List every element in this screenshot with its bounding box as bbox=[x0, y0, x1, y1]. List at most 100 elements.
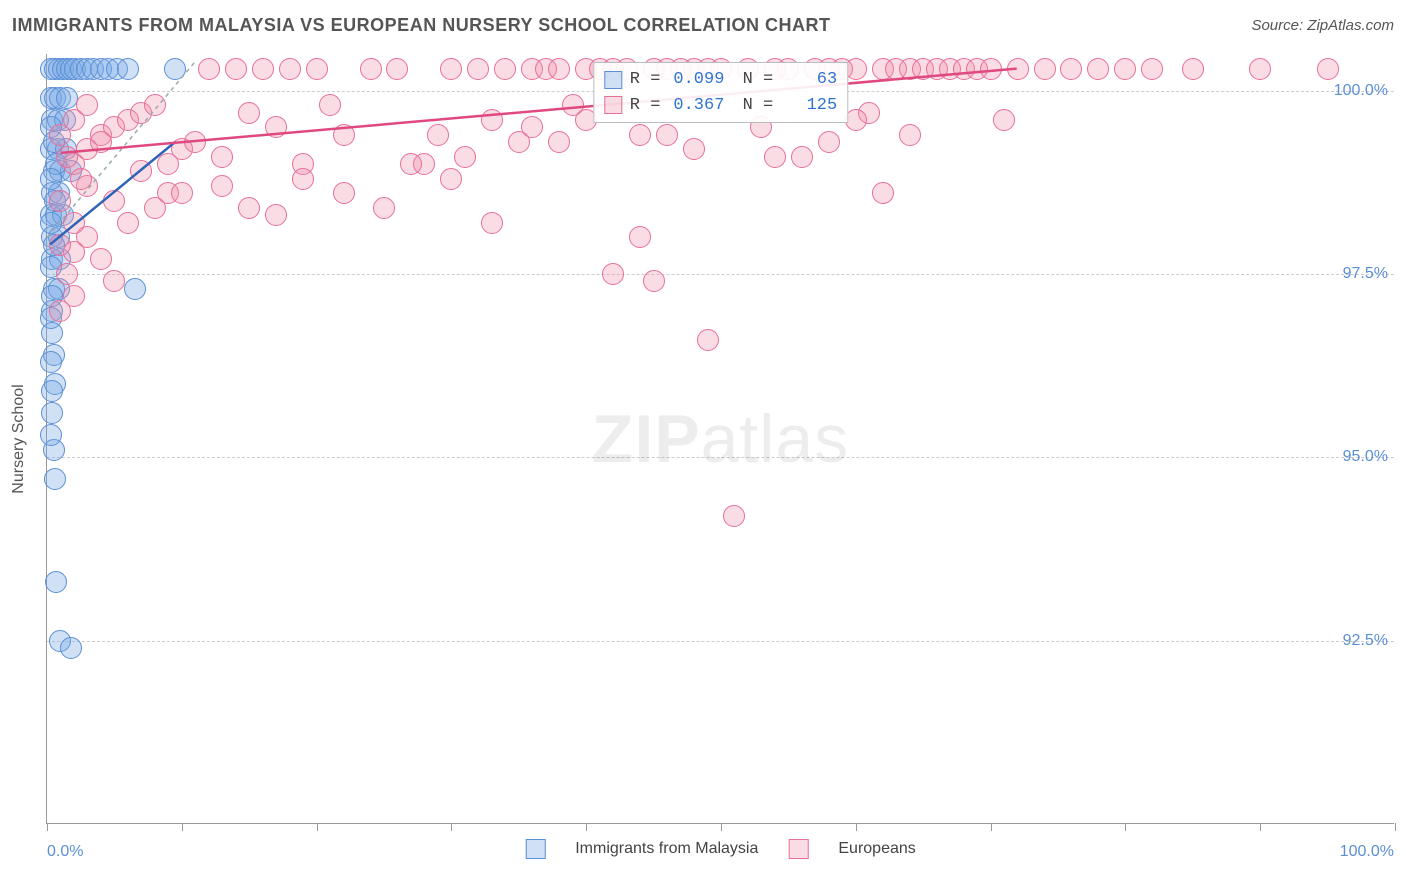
data-point bbox=[225, 58, 247, 80]
data-point bbox=[629, 124, 651, 146]
swatch-series-1 bbox=[604, 71, 622, 89]
data-point bbox=[238, 197, 260, 219]
legend-label-2: Europeans bbox=[838, 840, 915, 858]
gridline-h bbox=[47, 641, 1394, 642]
n-label-2: N = bbox=[732, 93, 773, 119]
data-point bbox=[164, 58, 186, 80]
data-point bbox=[45, 571, 67, 593]
watermark-zip: ZIP bbox=[592, 401, 701, 477]
data-point bbox=[481, 212, 503, 234]
data-point bbox=[117, 212, 139, 234]
x-axis-max-label: 100.0% bbox=[1340, 843, 1394, 861]
data-point bbox=[238, 102, 260, 124]
data-point bbox=[333, 124, 355, 146]
data-point bbox=[90, 131, 112, 153]
data-point bbox=[602, 263, 624, 285]
data-point bbox=[440, 168, 462, 190]
data-point bbox=[49, 300, 71, 322]
data-point bbox=[40, 351, 62, 373]
data-point bbox=[980, 58, 1002, 80]
x-tick bbox=[991, 823, 992, 831]
data-point bbox=[872, 182, 894, 204]
legend-swatch-2 bbox=[788, 839, 808, 859]
data-point bbox=[171, 182, 193, 204]
data-point bbox=[1114, 58, 1136, 80]
watermark-rest: atlas bbox=[701, 401, 850, 477]
r-value-1: 0.099 bbox=[668, 67, 724, 93]
data-point bbox=[144, 94, 166, 116]
x-tick bbox=[1260, 823, 1261, 831]
data-point bbox=[103, 190, 125, 212]
data-point bbox=[44, 468, 66, 490]
y-tick-label: 92.5% bbox=[1343, 632, 1388, 650]
legend-label-1: Immigrants from Malaysia bbox=[575, 840, 758, 858]
y-axis-title: Nursery School bbox=[10, 384, 28, 493]
chart-header: IMMIGRANTS FROM MALAYSIA VS EUROPEAN NUR… bbox=[12, 10, 1394, 40]
data-point bbox=[306, 58, 328, 80]
data-point bbox=[252, 58, 274, 80]
data-point bbox=[386, 58, 408, 80]
data-point bbox=[56, 263, 78, 285]
n-value-2: 125 bbox=[781, 93, 837, 119]
data-point bbox=[400, 153, 422, 175]
data-point bbox=[265, 116, 287, 138]
data-point bbox=[494, 58, 516, 80]
data-point bbox=[548, 58, 570, 80]
data-point bbox=[1007, 58, 1029, 80]
data-point bbox=[211, 175, 233, 197]
data-point bbox=[764, 146, 786, 168]
bottom-legend: Immigrants from Malaysia Europeans bbox=[525, 839, 916, 859]
x-tick bbox=[1395, 823, 1396, 831]
data-point bbox=[49, 190, 71, 212]
data-point bbox=[124, 278, 146, 300]
data-point bbox=[360, 58, 382, 80]
data-point bbox=[481, 109, 503, 131]
data-point bbox=[899, 124, 921, 146]
data-point bbox=[993, 109, 1015, 131]
x-tick bbox=[47, 823, 48, 831]
data-point bbox=[103, 270, 125, 292]
data-point bbox=[279, 58, 301, 80]
legend-swatch-1 bbox=[525, 839, 545, 859]
data-point bbox=[791, 146, 813, 168]
chart-source: Source: ZipAtlas.com bbox=[1251, 17, 1394, 34]
data-point bbox=[292, 168, 314, 190]
data-point bbox=[1141, 58, 1163, 80]
data-point bbox=[40, 424, 62, 446]
data-point bbox=[1060, 58, 1082, 80]
data-point bbox=[56, 146, 78, 168]
data-point bbox=[440, 58, 462, 80]
data-point bbox=[60, 637, 82, 659]
data-point bbox=[656, 124, 678, 146]
data-point bbox=[1249, 58, 1271, 80]
data-point bbox=[1034, 58, 1056, 80]
data-point bbox=[41, 380, 63, 402]
data-point bbox=[1182, 58, 1204, 80]
n-label-1: N = bbox=[732, 67, 773, 93]
data-point bbox=[130, 160, 152, 182]
plot-area: Nursery School 92.5%95.0%97.5%100.0% ZIP… bbox=[46, 54, 1394, 824]
data-point bbox=[1317, 58, 1339, 80]
chart-title: IMMIGRANTS FROM MALAYSIA VS EUROPEAN NUR… bbox=[12, 15, 831, 36]
data-point bbox=[454, 146, 476, 168]
data-point bbox=[723, 505, 745, 527]
x-tick bbox=[317, 823, 318, 831]
stats-box: R = 0.099 N = 63 R = 0.367 N = 125 bbox=[593, 62, 848, 123]
data-point bbox=[521, 116, 543, 138]
x-tick bbox=[721, 823, 722, 831]
y-tick-label: 95.0% bbox=[1343, 448, 1388, 466]
r-label-2: R = bbox=[630, 93, 661, 119]
data-point bbox=[1087, 58, 1109, 80]
data-point bbox=[144, 197, 166, 219]
data-point bbox=[333, 182, 355, 204]
data-point bbox=[76, 94, 98, 116]
data-point bbox=[319, 94, 341, 116]
data-point bbox=[41, 402, 63, 424]
data-point bbox=[373, 197, 395, 219]
y-tick-label: 97.5% bbox=[1343, 265, 1388, 283]
data-point bbox=[117, 58, 139, 80]
watermark: ZIPatlas bbox=[592, 400, 849, 478]
data-point bbox=[63, 212, 85, 234]
data-point bbox=[265, 204, 287, 226]
data-point bbox=[697, 329, 719, 351]
